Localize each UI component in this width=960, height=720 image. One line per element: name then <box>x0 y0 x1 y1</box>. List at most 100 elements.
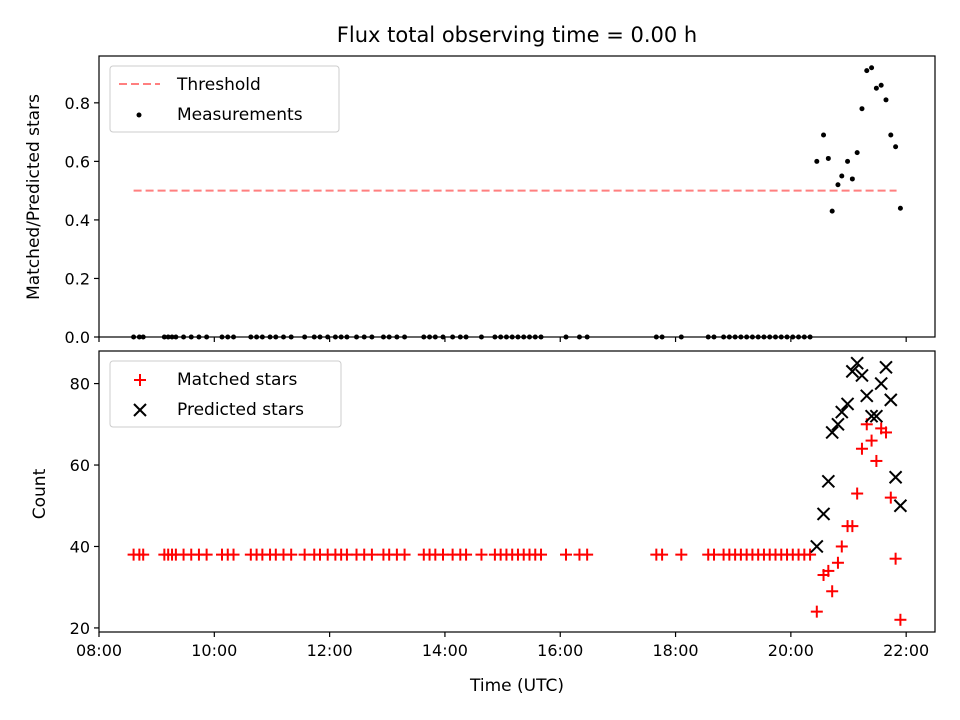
top-y-tick-label: 0.4 <box>65 211 90 230</box>
bottom-legend-box <box>109 360 342 428</box>
predicted-star-point <box>821 474 836 489</box>
top-y-tick-label: 0.8 <box>65 94 90 113</box>
x-tick-label: 20:00 <box>768 641 814 660</box>
x-tick-label: 14:00 <box>422 641 468 660</box>
x-tick-label: 12:00 <box>307 641 353 660</box>
x-tick-label: 16:00 <box>537 641 583 660</box>
x-axis-label: Time (UTC) <box>469 676 564 696</box>
matched-star-point <box>831 556 844 569</box>
matched-star-point <box>810 605 823 618</box>
top-y-tick-label: 0.0 <box>65 328 90 347</box>
predicted-star-point <box>831 417 845 432</box>
matched-star-point <box>285 548 298 561</box>
predicted-star-point <box>860 389 874 403</box>
chart-title: Flux total observing time = 0.00 h <box>337 23 697 47</box>
top-legend-box <box>109 65 340 133</box>
predicted-star-point <box>825 425 839 440</box>
measurement-point <box>883 97 889 103</box>
matched-star-point <box>675 548 688 561</box>
matched-star-point <box>200 548 213 561</box>
predicted-star-point <box>888 470 903 484</box>
bottom-y-tick-label: 20 <box>70 619 90 638</box>
top-panel: 0.00.20.40.60.8 Matched/Predicted stars … <box>24 55 936 347</box>
matched-legend-label: Matched stars <box>177 370 297 390</box>
measurements-legend-swatch <box>136 112 142 118</box>
measurements-legend-label: Measurements <box>177 105 303 125</box>
x-tick-label: 22:00 <box>883 641 929 660</box>
top-plot-frame <box>98 55 936 338</box>
bottom-y-tick-label: 80 <box>70 375 90 394</box>
measurement-point <box>893 144 899 150</box>
predicted-star-point <box>855 368 869 383</box>
measurement-point <box>888 132 894 138</box>
measurement-point <box>864 68 870 74</box>
predicted-star-point <box>864 409 879 423</box>
measurement-point <box>897 205 903 211</box>
predicted-star-point <box>893 499 908 513</box>
x-ticks: 08:00 10:00 12:00 14:00 16:00 18:00 20:00 22:00 <box>76 337 929 660</box>
measurement-point <box>869 65 875 71</box>
predicted-star-point <box>816 507 831 521</box>
matched-star-point <box>889 552 902 565</box>
predicted-star-point <box>884 393 898 407</box>
measurement-point <box>859 106 865 112</box>
measurement-point <box>854 150 860 156</box>
matched-star-point <box>137 548 150 561</box>
matched-star-point <box>835 540 848 553</box>
measurement-point <box>825 155 831 161</box>
matched-star-point <box>656 548 669 561</box>
measurement-point <box>873 85 879 91</box>
matched-star-point <box>884 491 897 504</box>
matched-star-point <box>851 487 864 500</box>
predicted-star-point <box>850 356 864 370</box>
measurement-point <box>829 208 835 214</box>
predicted-legend-label: Predicted stars <box>177 400 304 420</box>
matched-star-point <box>535 548 548 561</box>
x-tick-label: 18:00 <box>652 641 698 660</box>
matched-star-point <box>879 426 892 439</box>
matched-star-point <box>855 442 868 455</box>
top-y-tick-label: 0.6 <box>65 152 90 171</box>
predicted-star-point <box>845 364 860 379</box>
measurement-point <box>878 82 884 88</box>
x-tick-label: 10:00 <box>191 641 237 660</box>
top-y-ticks: 0.0 0.2 0.4 0.6 0.8 <box>65 94 99 347</box>
top-series <box>131 65 903 340</box>
measurement-point <box>814 158 820 164</box>
bottom-y-tick-label: 60 <box>70 456 90 475</box>
predicted-star-point <box>869 409 884 423</box>
bottom-legend: Matched stars Predicted stars <box>109 360 342 428</box>
top-y-axis-label: Matched/Predicted stars <box>24 94 44 300</box>
bottom-panel: 20 40 60 80 08:00 10:00 12:00 14:00 16:00 18:00 2… <box>30 337 936 696</box>
matched-star-point <box>560 548 573 561</box>
bottom-y-tick-label: 40 <box>70 537 90 556</box>
bottom-y-axis-label: Count <box>30 468 50 519</box>
measurement-point <box>839 173 845 179</box>
predicted-star-point <box>879 360 893 374</box>
matched-star-point <box>865 434 878 447</box>
matched-star-point <box>846 520 859 533</box>
predicted-legend-swatch <box>133 403 147 417</box>
matched-star-point <box>822 564 835 577</box>
matched-star-point <box>826 585 839 598</box>
matched-star-point <box>365 548 378 561</box>
measurement-point <box>835 182 841 188</box>
measurement-point <box>821 132 827 138</box>
measurement-point <box>845 158 851 164</box>
matched-star-point <box>870 454 883 467</box>
bottom-y-ticks: 20 40 60 80 <box>70 375 99 638</box>
top-y-tick-label: 0.2 <box>65 269 90 288</box>
matched-legend-swatch <box>134 374 146 386</box>
predicted-star-point <box>835 405 849 419</box>
predicted-star-point <box>810 539 824 554</box>
matched-star-point <box>227 548 240 561</box>
matched-star-point <box>804 548 817 561</box>
matched-star-point <box>581 548 594 561</box>
x-tick-label: 08:00 <box>76 641 122 660</box>
matched-star-point <box>475 548 488 561</box>
bottom-plot-frame <box>98 350 936 633</box>
matched-star-point <box>460 548 473 561</box>
measurement-point <box>849 176 855 182</box>
predicted-star-point <box>840 397 855 411</box>
